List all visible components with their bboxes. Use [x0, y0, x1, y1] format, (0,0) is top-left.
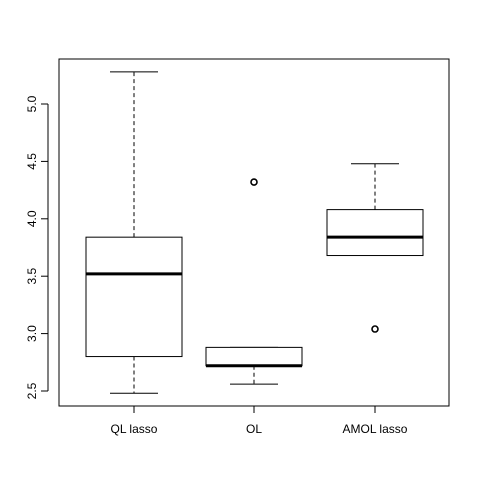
- x-axis: QL lasso OL AMOL lasso: [111, 405, 408, 436]
- y-tick-label: 4.0: [25, 210, 39, 227]
- y-tick-label: 2.5: [25, 382, 39, 399]
- box-group: [205, 178, 303, 385]
- boxes-layer: [85, 71, 424, 394]
- box-group: [326, 163, 424, 333]
- x-tick-label: AMOL lasso: [343, 422, 408, 436]
- box-iqr: [326, 209, 424, 257]
- x-tick-label: QL lasso: [111, 422, 158, 436]
- box-iqr: [85, 236, 183, 358]
- y-tick-label: 3.0: [25, 325, 39, 342]
- x-tick-label: OL: [246, 422, 262, 436]
- box-group: [85, 71, 183, 394]
- y-tick-label: 5.0: [25, 95, 39, 112]
- y-axis: 2.5 3.0 3.5 4.0 4.5 5.0: [25, 95, 49, 399]
- box-iqr: [205, 346, 303, 367]
- y-tick-label: 4.5: [25, 153, 39, 170]
- y-tick-label: 3.5: [25, 268, 39, 285]
- outlier-point: [371, 325, 379, 333]
- outlier-point: [250, 178, 258, 186]
